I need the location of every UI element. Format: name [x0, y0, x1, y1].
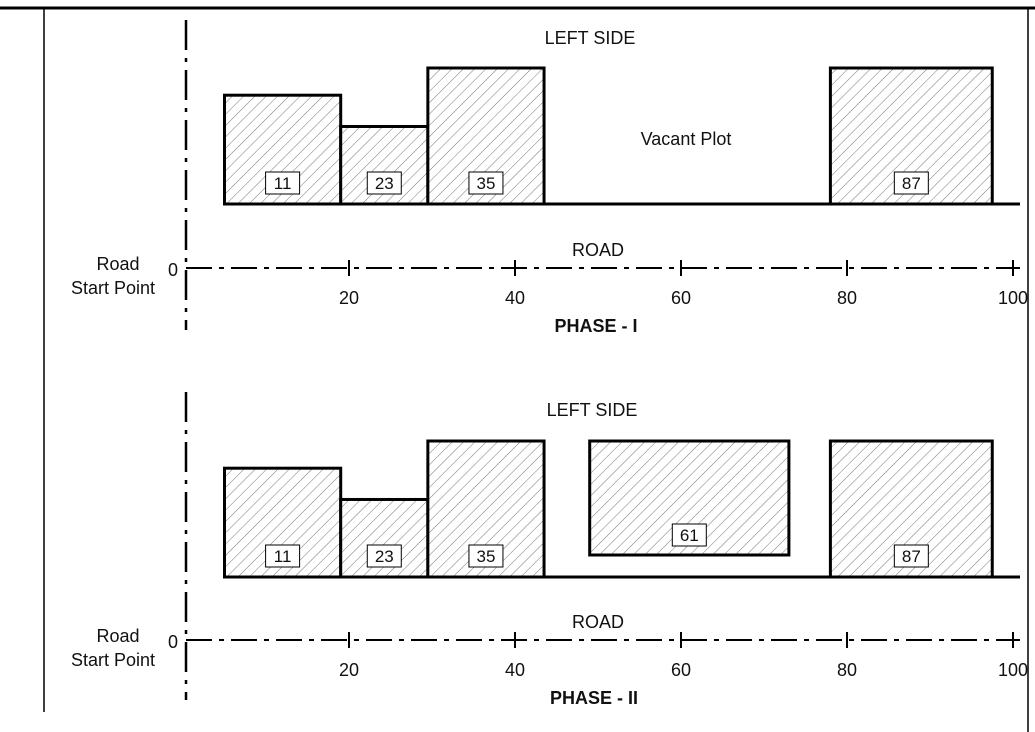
plot-number-label: 23 [375, 174, 394, 193]
plot-number-box [893, 171, 929, 195]
plot-number-label: 11 [274, 547, 292, 566]
tick-label: 100 [998, 288, 1028, 308]
phase-1-road-start-label-line1: Road [96, 254, 139, 274]
phase-2-tick-labels: 20 40 60 80 100 [339, 660, 1028, 680]
tick-label: 60 [671, 288, 691, 308]
tick-label: 100 [998, 660, 1028, 680]
tick-label: 80 [837, 288, 857, 308]
phase-1-origin-label: 0 [168, 260, 178, 280]
phase-1-left-side-label: LEFT SIDE [545, 28, 636, 48]
tick-label: 20 [339, 660, 359, 680]
plot-number-label: 11 [274, 174, 292, 193]
phase-2-panel: LEFT SIDE 11 23 35 61 87 ROAD 0 Road Start P… [71, 392, 1028, 708]
tick-label: 60 [671, 660, 691, 680]
phase-1-vacant-plot-label: Vacant Plot [641, 129, 732, 149]
tick-label: 40 [505, 660, 525, 680]
phase-2-road-ticks [348, 632, 1014, 648]
phase-2-road-start-label-line2: Start Point [71, 650, 155, 670]
phase-2-title: PHASE - II [550, 688, 638, 708]
plot-number-box [265, 171, 301, 195]
phase-1-road-ticks [348, 260, 1014, 276]
phase-1-panel: LEFT SIDE 11 23 35 87 Vacant Plot ROAD 0 Ro… [71, 20, 1028, 336]
phase-2-road-label: ROAD [572, 612, 624, 632]
phase-1-road-start-label-line2: Start Point [71, 278, 155, 298]
plot-number-label: 87 [902, 174, 921, 193]
phase-1-title: PHASE - I [554, 316, 637, 336]
tick-label: 40 [505, 288, 525, 308]
phase-2-left-side-label: LEFT SIDE [547, 400, 638, 420]
plot-number-box [366, 544, 402, 568]
plot-number-label: 35 [476, 547, 495, 566]
phase-2-plots: 11 23 35 61 87 [223, 439, 994, 579]
plot-number-box [671, 523, 707, 547]
phase-2-origin-label: 0 [168, 632, 178, 652]
phase-1-tick-labels: 20 40 60 80 100 [339, 288, 1028, 308]
plot-number-box [893, 544, 929, 568]
tick-label: 80 [837, 660, 857, 680]
phase-1-plots: 11 23 35 87 [223, 66, 994, 206]
tick-label: 20 [339, 288, 359, 308]
phase-2-road-start-label-line1: Road [96, 626, 139, 646]
plot-number-label: 35 [476, 174, 495, 193]
plot-number-label: 23 [375, 547, 394, 566]
plot-number-label: 87 [902, 547, 921, 566]
phase-1-road-label: ROAD [572, 240, 624, 260]
plot-number-box [366, 171, 402, 195]
plot-number-box [265, 544, 301, 568]
plot-number-box [468, 544, 504, 568]
plot-number-label: 61 [680, 526, 699, 545]
plot-number-box [468, 171, 504, 195]
